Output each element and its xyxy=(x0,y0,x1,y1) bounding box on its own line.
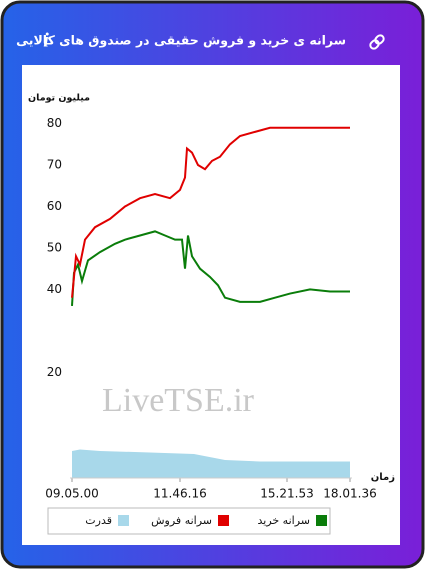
watermark: LiveTSE.ir xyxy=(102,382,255,419)
power-area xyxy=(72,449,350,478)
y-tick-label: 70 xyxy=(47,158,62,172)
legend-swatch xyxy=(118,515,129,526)
x-tick-label: 18.01.36 xyxy=(323,487,376,501)
legend-label: قدرت xyxy=(85,514,112,527)
y-tick-label: 40 xyxy=(47,282,62,296)
x-tick-label: 11.46.16 xyxy=(153,487,206,501)
y-tick-label: 60 xyxy=(47,199,62,213)
legend-swatch xyxy=(316,515,327,526)
info-icon[interactable]: i xyxy=(43,30,49,52)
y-tick-label: 80 xyxy=(47,116,62,130)
link-icon[interactable] xyxy=(369,34,385,50)
x-tick-label: 15.21.53 xyxy=(260,487,313,501)
legend-label: سرانه فروش xyxy=(151,514,212,527)
legend xyxy=(47,507,331,535)
y-axis-label: میلیون تومان xyxy=(28,93,90,104)
legend-swatch xyxy=(218,515,229,526)
series-line xyxy=(71,126,350,298)
legend-label: سرانه خرید xyxy=(257,514,310,527)
series-line xyxy=(71,230,350,307)
y-tick-label: 50 xyxy=(47,240,62,254)
x-axis-label: زمان xyxy=(371,472,395,483)
header-title: سرانه ی خرید و فروش حقیقی در صندوق های ک… xyxy=(16,33,346,48)
y-tick-label: 20 xyxy=(47,365,62,379)
x-tick-label: 09.05.00 xyxy=(45,487,98,501)
